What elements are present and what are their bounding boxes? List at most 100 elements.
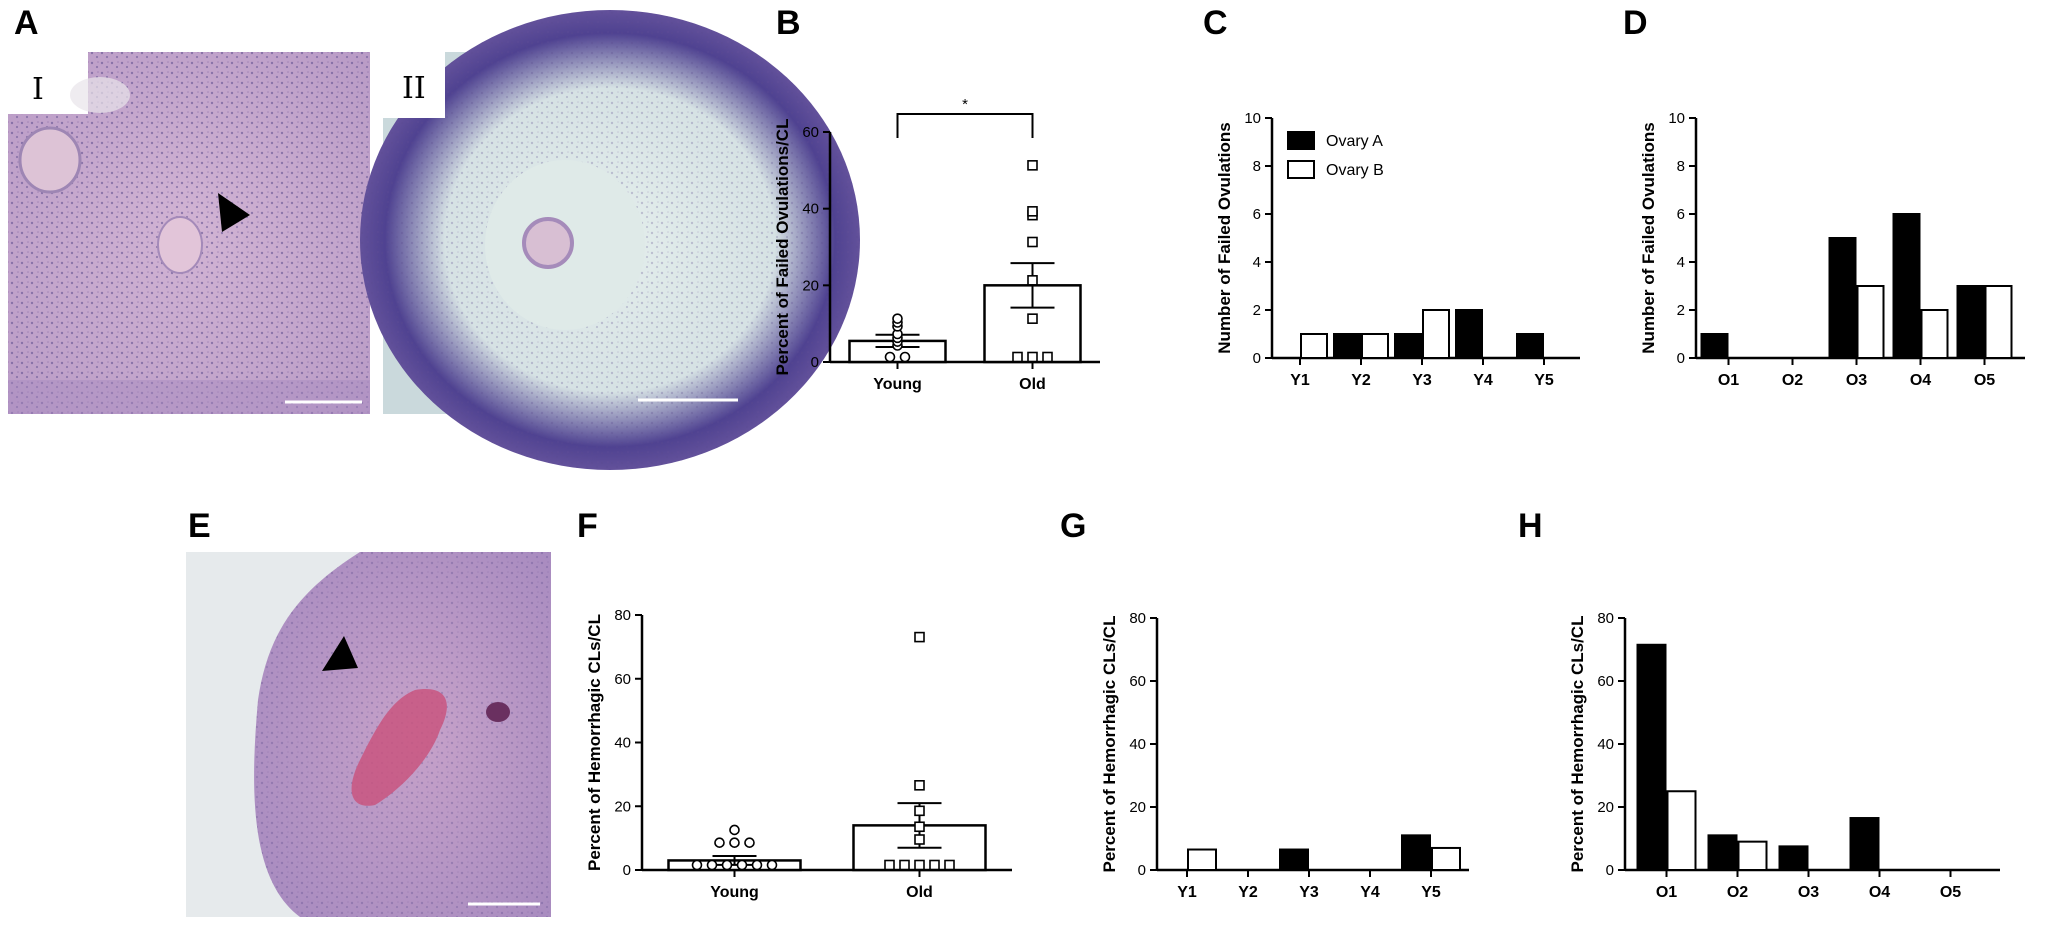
bar-ovary-b — [1300, 333, 1328, 359]
significance-bracket — [896, 113, 1034, 138]
x-tick-label: Y2 — [1238, 884, 1258, 901]
bar-ovary-a — [1707, 834, 1738, 871]
x-tick-label: Old — [906, 884, 933, 901]
legend-swatch — [1287, 160, 1315, 179]
data-point-square — [1012, 351, 1023, 363]
y-tick-label: 10 — [1668, 110, 1685, 127]
data-point-square — [914, 821, 925, 833]
data-point-square — [914, 859, 925, 871]
bar-ovary-a — [1455, 309, 1483, 359]
y-tick-label: 4 — [1677, 254, 1685, 271]
x-tick-label: O5 — [1974, 372, 1995, 389]
data-point-square — [899, 859, 910, 871]
y-tick-label: 2 — [1677, 302, 1685, 319]
y-tick-label: 80 — [614, 607, 631, 624]
chart-b: 0 20 40 60 Percent of Failed Ovulations/CL Yo… — [773, 96, 1100, 393]
data-point-square — [1027, 160, 1038, 171]
y-tick-label: 4 — [1253, 254, 1261, 271]
micrograph-label-box — [383, 52, 445, 118]
micrograph-label-ii: II — [402, 71, 426, 106]
data-point-square — [914, 780, 925, 791]
data-point-square — [1027, 351, 1038, 363]
chart-h: 0 20 40 60 80 Percent of Hemorrhagic CLs/CL O1… — [1568, 610, 2000, 901]
y-tick-label: 60 — [1597, 673, 1614, 690]
x-tick-label: Y4 — [1473, 372, 1493, 389]
data-point-circle — [766, 859, 778, 871]
bar-ovary-b — [1737, 840, 1768, 872]
data-point-square — [914, 805, 925, 817]
panel-label-d: D — [1623, 4, 1648, 42]
legend-label: Ovary A — [1326, 133, 1383, 150]
y-tick-label: 40 — [1597, 736, 1614, 753]
x-tick-label: O4 — [1869, 884, 1890, 901]
bar-ovary-a — [1778, 845, 1809, 871]
legend-swatch — [1287, 131, 1315, 150]
bar-ovary-a — [1516, 333, 1544, 359]
x-tick-label: Y1 — [1290, 372, 1310, 389]
bar-ovary-a — [1956, 285, 1985, 359]
data-point-square — [944, 859, 955, 871]
data-point-circle — [714, 837, 725, 848]
bar-ovary-b — [1422, 309, 1450, 359]
y-tick-label: 0 — [811, 354, 819, 371]
data-point-circle — [892, 313, 903, 324]
y-tick-label: 8 — [1253, 158, 1261, 175]
data-point-circle — [884, 351, 896, 363]
x-tick-label: Young — [710, 884, 759, 901]
x-tick-label: Y5 — [1534, 372, 1554, 389]
arrowhead-marker — [322, 636, 358, 671]
arrowhead-marker — [218, 193, 250, 232]
y-tick-label: 10 — [1244, 110, 1261, 127]
panel-label-b: B — [776, 4, 801, 42]
x-tick-label: O5 — [1940, 884, 1961, 901]
y-tick-label: 0 — [1677, 350, 1685, 367]
bar-ovary-a — [1394, 333, 1422, 359]
data-point-circle — [751, 859, 763, 871]
data-point-circle — [691, 859, 703, 871]
bar-ovary-a — [1401, 834, 1431, 871]
y-tick-label: 20 — [1597, 799, 1614, 816]
x-tick-label: O4 — [1910, 372, 1931, 389]
y-tick-label: 20 — [614, 798, 631, 815]
x-tick-label: Old — [1019, 376, 1046, 393]
x-tick-label: O1 — [1718, 372, 1739, 389]
y-tick-label: 40 — [1129, 736, 1146, 753]
bar-ovary-b — [1431, 846, 1461, 872]
data-point-circle — [729, 837, 740, 848]
bar-ovary-a — [1700, 333, 1729, 359]
data-point-circle — [706, 859, 718, 871]
bar-ovary-a — [1636, 643, 1667, 872]
chart-c: 0 2 4 6 8 10 Number of Failed Ovulations Y1 Y2 Y3… — [1215, 110, 1580, 389]
x-tick-label: Y5 — [1421, 884, 1441, 901]
y-tick-label: 6 — [1253, 206, 1261, 223]
y-tick-label: 0 — [1253, 350, 1261, 367]
data-point-square — [1027, 236, 1038, 248]
y-tick-label: 40 — [802, 201, 819, 218]
data-point-circle — [744, 837, 755, 848]
y-axis-label: Percent of Hemorrhagic CLs/CL — [1568, 616, 1587, 873]
x-tick-label: O2 — [1727, 884, 1748, 901]
micrograph-label-i: I — [32, 72, 44, 107]
data-point-square — [914, 631, 925, 643]
x-tick-label: Y3 — [1412, 372, 1432, 389]
data-point-square — [929, 859, 940, 871]
bar-ovary-b — [1187, 848, 1217, 872]
x-tick-label: Y3 — [1299, 884, 1319, 901]
data-point-square — [1027, 275, 1038, 286]
panel-label-f: F — [577, 507, 598, 545]
bar-ovary-b — [1856, 285, 1885, 359]
data-point-square — [914, 834, 925, 845]
y-tick-label: 2 — [1253, 302, 1261, 319]
bar-ovary-a — [1333, 333, 1361, 359]
panel-label-g: G — [1060, 507, 1086, 545]
panel-label-c: C — [1203, 4, 1228, 42]
data-point-square — [1027, 313, 1038, 324]
x-tick-label: O1 — [1656, 884, 1677, 901]
x-tick-label: O2 — [1782, 372, 1803, 389]
legend-label: Ovary B — [1326, 162, 1384, 179]
y-tick-label: 80 — [1597, 610, 1614, 627]
x-tick-label: O3 — [1798, 884, 1819, 901]
data-point-circle — [729, 824, 740, 836]
x-tick-label: Y1 — [1177, 884, 1197, 901]
